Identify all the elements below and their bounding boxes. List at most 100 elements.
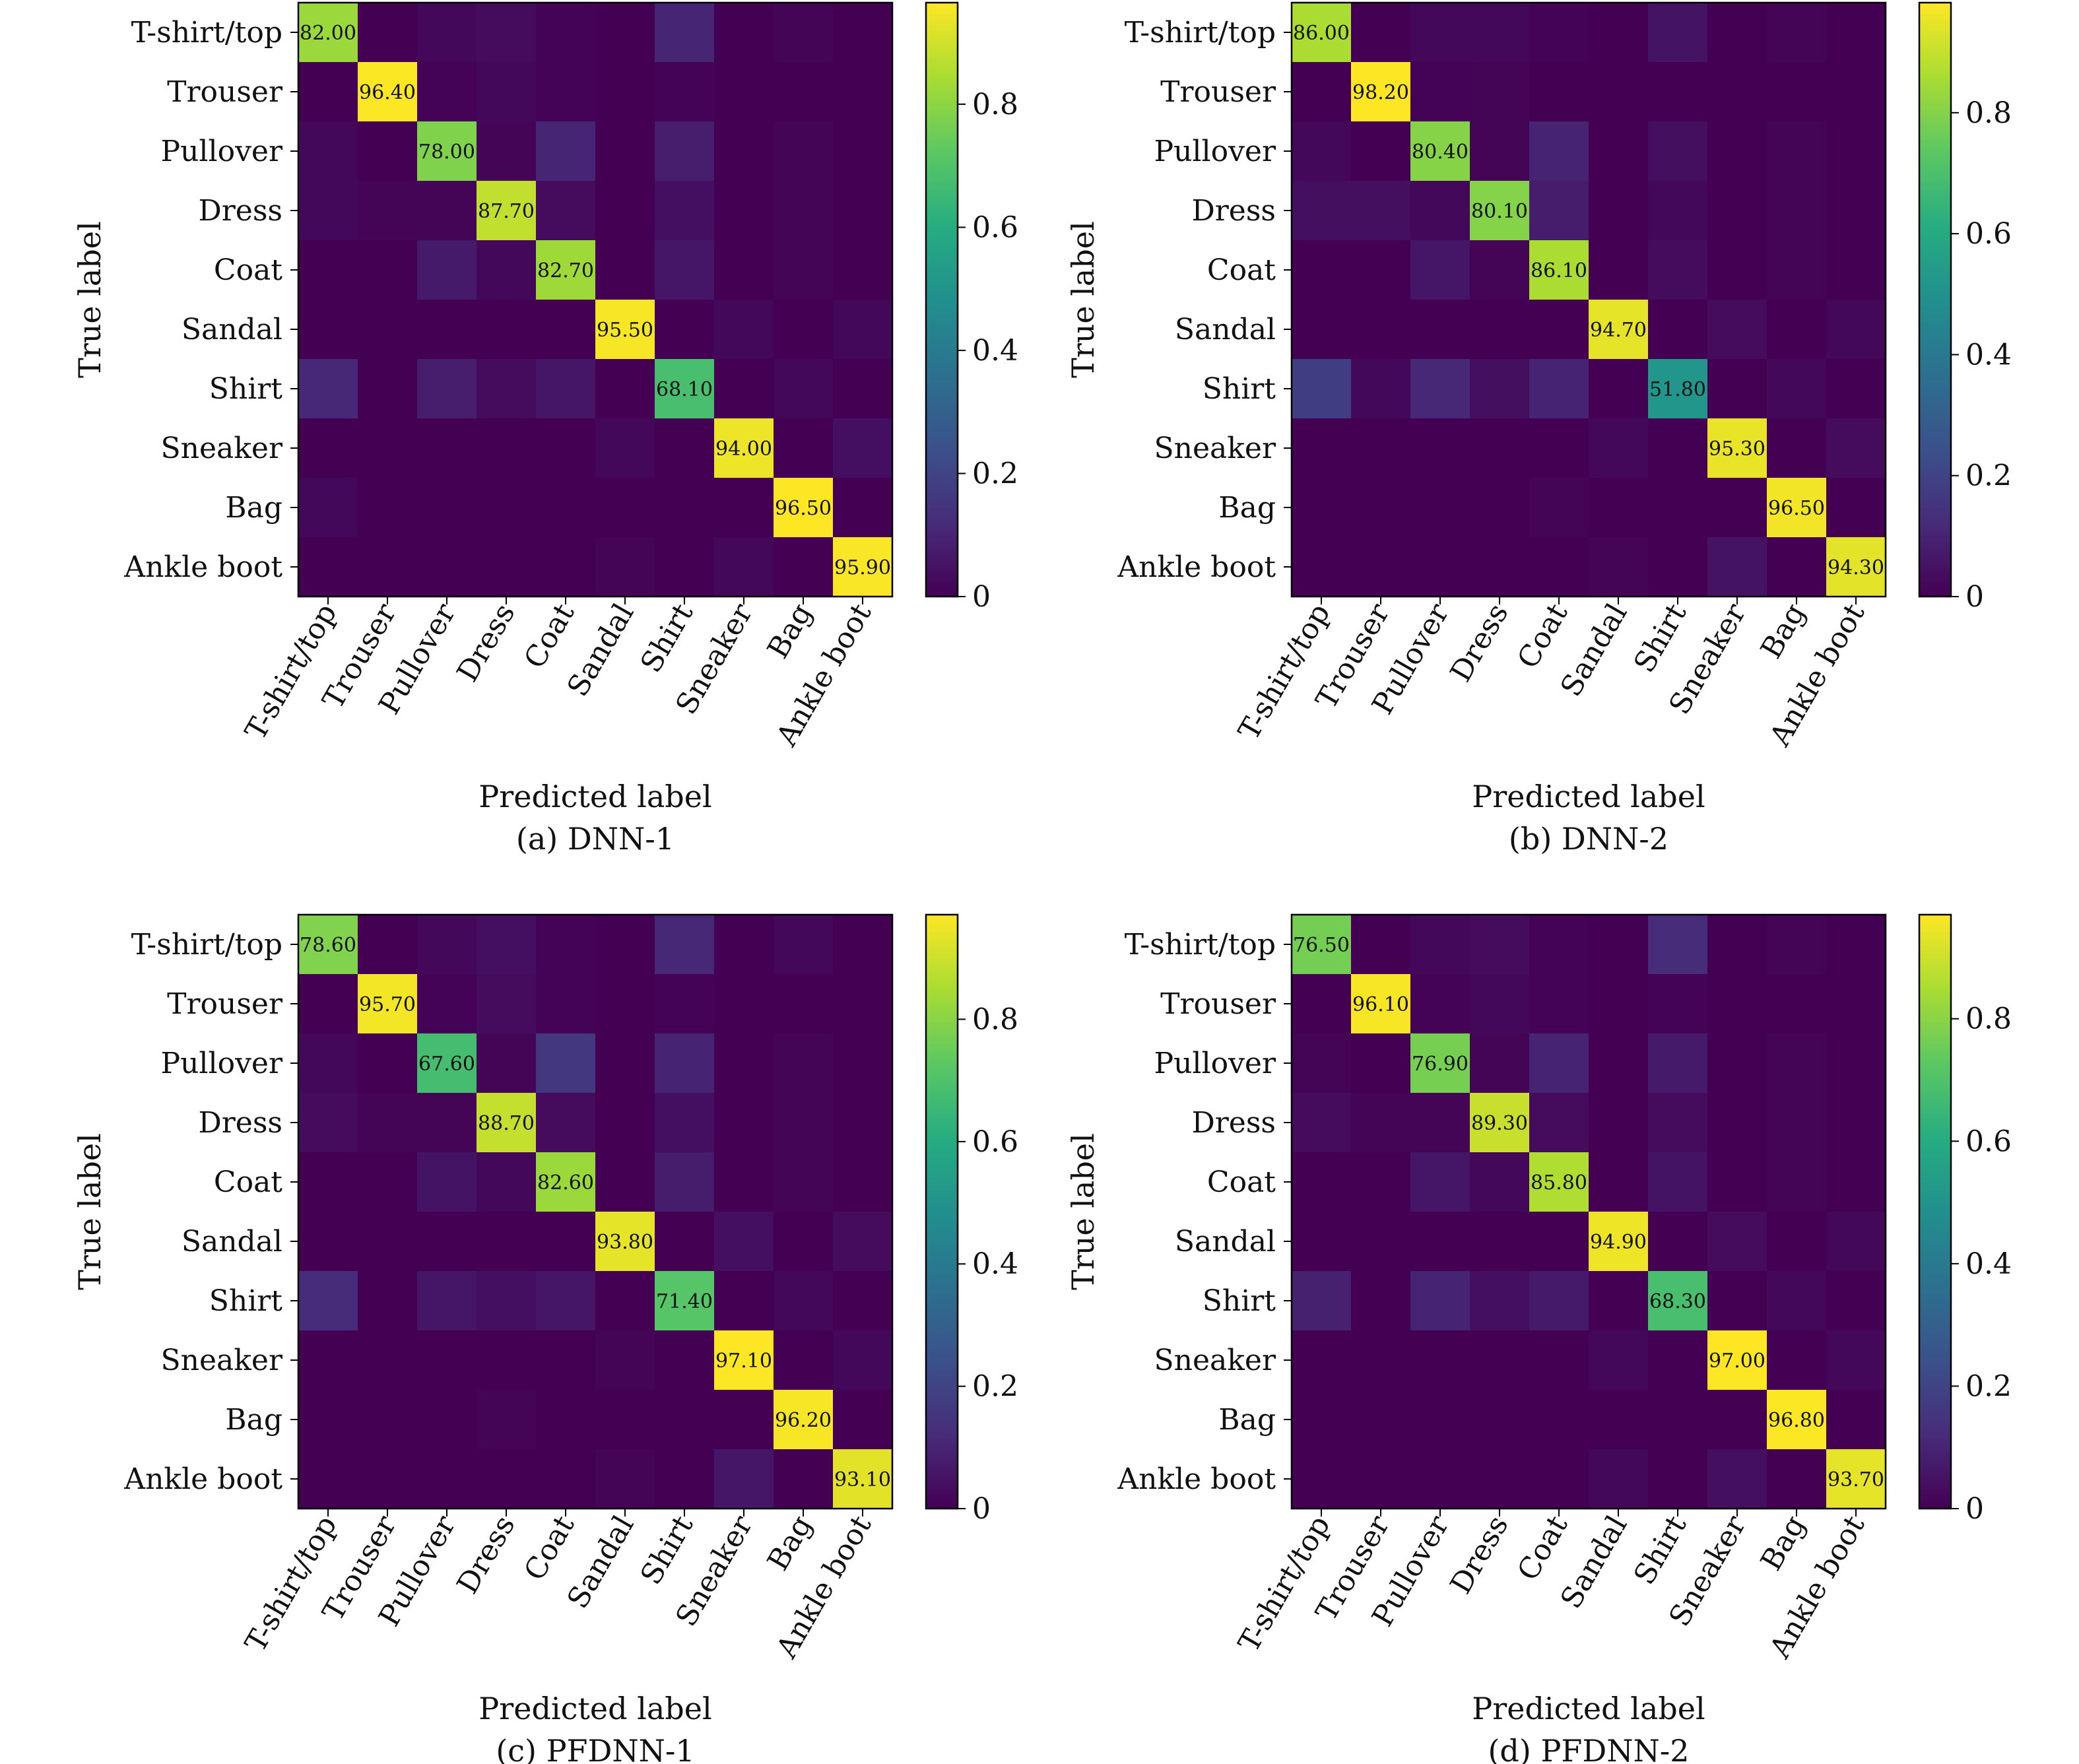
heatmap-cell [417, 181, 477, 241]
heatmap-cell [1529, 181, 1589, 241]
y-tick-label: Sandal [182, 313, 282, 346]
heatmap-cell [358, 1212, 418, 1272]
heatmap-cell [1589, 974, 1649, 1034]
heatmap-cell [1351, 1212, 1411, 1272]
heatmap-cell [298, 1330, 358, 1390]
heatmap-cell [1470, 359, 1530, 419]
heatmap-cell [774, 915, 834, 975]
cell-value-label: 80.10 [1471, 200, 1528, 223]
heatmap-cell [1767, 1330, 1827, 1390]
heatmap-cell [1648, 1330, 1708, 1390]
heatmap-cell [1410, 121, 1470, 181]
heatmap-cell [655, 181, 715, 241]
heatmap-cell [774, 1330, 834, 1390]
heatmap-cell [833, 62, 893, 122]
y-axis-label: True label [1065, 1133, 1101, 1290]
heatmap-cell [358, 418, 418, 478]
heatmap-cell [1470, 478, 1530, 538]
heatmap-cell [536, 300, 596, 360]
heatmap-cell [1767, 537, 1827, 597]
x-tick-label: T-shirt/top [1232, 598, 1337, 746]
panel-caption: (b) DNN-2 [1509, 821, 1668, 857]
heatmap-cell [1707, 1390, 1767, 1450]
cell-value-label: 96.40 [359, 81, 416, 104]
heatmap-cell [1351, 915, 1411, 975]
heatmap-cell [1292, 478, 1352, 538]
heatmap-cell [417, 974, 477, 1034]
cell-value-label: 68.10 [656, 378, 713, 401]
heatmap-cell [358, 1330, 418, 1390]
cell-value-label: 93.70 [1828, 1468, 1884, 1491]
heatmap-cell [595, 62, 655, 122]
x-axis-label: Predicted label [478, 779, 711, 814]
axes-frame [1290, 1, 1887, 598]
heatmap-cell [595, 1271, 655, 1331]
heatmap-cell [1529, 1093, 1589, 1153]
y-tick-label: Coat [1207, 253, 1276, 287]
heatmap-cell [1707, 1212, 1767, 1272]
heatmap-cell [417, 121, 477, 181]
heatmap-cell [774, 181, 834, 241]
heatmap-cell [1767, 359, 1827, 419]
x-tick-label: T-shirt/top [239, 598, 344, 746]
panel-caption: (c) PFDNN-1 [496, 1733, 694, 1764]
y-tick-label: Bag [1218, 491, 1276, 525]
heatmap-cell [1589, 3, 1649, 63]
heatmap-cell [1648, 1449, 1708, 1509]
heatmap-cell [1826, 1212, 1886, 1272]
heatmap-cell [477, 915, 537, 975]
heatmap-cell [714, 915, 774, 975]
heatmap-cell [595, 1212, 655, 1272]
cell-value-label: 96.50 [775, 497, 832, 520]
heatmap-cell [1351, 121, 1411, 181]
cell-value-label: 96.10 [1352, 993, 1409, 1016]
heatmap-cell [477, 240, 537, 300]
confusion-matrix-panel: 76.50 96.10 76.90 89.30 85.80 94.90 68.30 97.00… [1065, 913, 2012, 1764]
heatmap-cell [1470, 974, 1530, 1034]
heatmap-cell [1351, 3, 1411, 63]
heatmap-cell [1292, 62, 1352, 122]
heatmap-cell [655, 478, 715, 538]
heatmap-cell [1589, 121, 1649, 181]
y-tick-label: Sandal [1175, 1225, 1276, 1258]
heatmap-cell [1589, 418, 1649, 478]
heatmap-cell [774, 3, 834, 63]
heatmap-cell [358, 1449, 418, 1509]
heatmap-cell [1648, 915, 1708, 975]
heatmap-cell [1826, 1093, 1886, 1153]
heatmap-cell [1589, 359, 1649, 419]
heatmap-cell [1767, 1093, 1827, 1153]
heatmap-cell [1767, 181, 1827, 241]
heatmap-cell [833, 537, 893, 597]
cell-value-label: 94.70 [1590, 319, 1647, 342]
heatmap-cell [833, 974, 893, 1034]
heatmap-cell [536, 62, 596, 122]
heatmap-cell [1767, 478, 1827, 538]
colorbar-tick-label: 0.6 [972, 1125, 1018, 1159]
cell-value-label: 95.50 [597, 319, 653, 342]
heatmap-cell [1470, 1449, 1530, 1509]
heatmap-cell [595, 240, 655, 300]
heatmap-cell [1648, 478, 1708, 538]
heatmap-cell [1351, 300, 1411, 360]
heatmap-cell [358, 915, 418, 975]
heatmap-cell [1767, 300, 1827, 360]
heatmap-cell [1292, 1390, 1352, 1450]
heatmap-cell [417, 300, 477, 360]
cell-value-label: 82.60 [537, 1171, 594, 1194]
heatmap-cell [1529, 121, 1589, 181]
heatmap-cell [1410, 1033, 1470, 1094]
x-tick-label: Bag [761, 1510, 819, 1577]
heatmap-cell [1826, 181, 1886, 241]
cell-value-label: 51.80 [1649, 378, 1706, 401]
heatmap-cell [477, 1212, 537, 1272]
confusion-matrix-panel: 78.60 95.70 67.60 88.70 82.60 93.80 71.40 97.10… [72, 913, 1018, 1764]
heatmap-cell [477, 418, 537, 478]
heatmap-cell [1826, 915, 1886, 975]
heatmap-cell [655, 240, 715, 300]
heatmap-cell [477, 1330, 537, 1390]
x-tick-label: Dress [451, 1510, 522, 1600]
heatmap-cell [595, 1390, 655, 1450]
cell-value-label: 87.70 [478, 200, 535, 223]
